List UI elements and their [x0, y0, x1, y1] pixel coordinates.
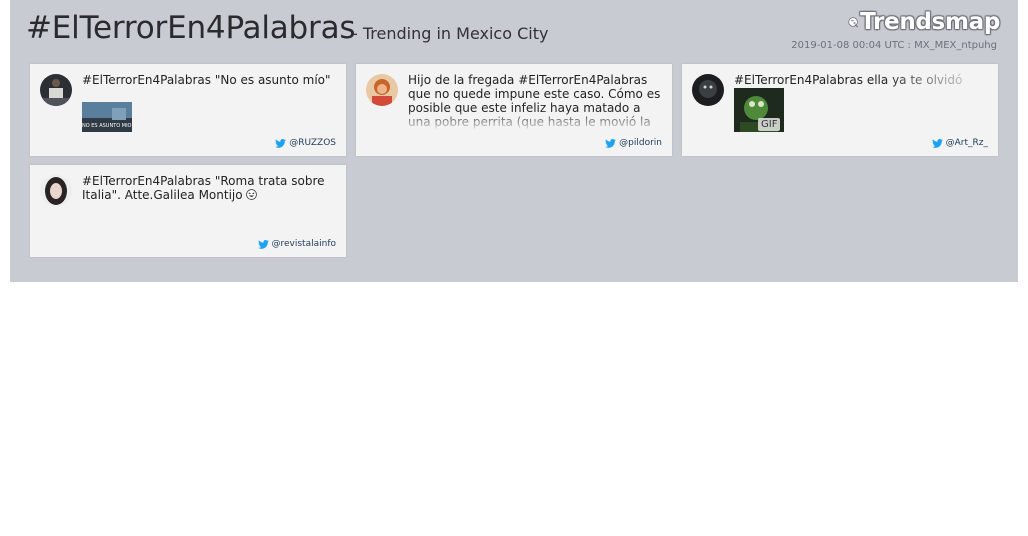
- avatar[interactable]: [40, 175, 72, 207]
- twitter-bird-icon: [931, 138, 943, 148]
- trend-subtitle: - Trending in Mexico City: [352, 24, 549, 43]
- tweet-card[interactable]: Hijo de la fregada #ElTerrorEn4Palabras …: [356, 64, 672, 156]
- tweet-card[interactable]: #ElTerrorEn4Palabras "No es asunto mío" …: [30, 64, 346, 156]
- avatar[interactable]: [692, 74, 724, 106]
- tweet-gif-thumbnail[interactable]: GIF: [734, 88, 784, 132]
- avatar[interactable]: [40, 74, 72, 106]
- tweet-author-link[interactable]: @pildorin: [605, 138, 662, 148]
- tweet-text: #ElTerrorEn4Palabras "Roma trata sobre I…: [82, 174, 338, 202]
- tweet-image-thumbnail[interactable]: NO ES ASUNTO MÍO: [82, 102, 132, 132]
- trend-title[interactable]: #ElTerrorEn4Palabras: [26, 10, 356, 46]
- tweet-text-body: #ElTerrorEn4Palabras "Roma trata sobre I…: [82, 174, 325, 202]
- text-fade: [408, 110, 664, 132]
- tweet-card[interactable]: #ElTerrorEn4Palabras "Roma trata sobre I…: [30, 165, 346, 257]
- tweet-handle: @Art_Rz_: [945, 138, 988, 148]
- trendsmap-globe-icon: [848, 17, 858, 28]
- tweet-text: #ElTerrorEn4Palabras "No es asunto mío": [82, 73, 331, 87]
- tweet-author-link[interactable]: @revistalainfo: [257, 239, 337, 249]
- avatar[interactable]: [366, 74, 398, 106]
- grinning-squinting-face-icon: [246, 189, 258, 200]
- tweet-handle: @revistalainfo: [271, 239, 337, 249]
- gif-badge: GIF: [758, 118, 781, 131]
- tweet-card[interactable]: #ElTerrorEn4Palabras ella ya te olvidó G…: [682, 64, 998, 156]
- twitter-bird-icon: [257, 239, 269, 249]
- tweet-image-caption: NO ES ASUNTO MÍO: [82, 123, 132, 129]
- twitter-bird-icon: [605, 138, 617, 148]
- tweet-author-link[interactable]: @RUZZOS: [275, 138, 336, 148]
- twitter-bird-icon: [275, 138, 287, 148]
- text-fade: [882, 71, 990, 87]
- tweet-author-link[interactable]: @Art_Rz_: [931, 138, 988, 148]
- trend-panel: #ElTerrorEn4Palabras - Trending in Mexic…: [10, 0, 1018, 282]
- trend-meta: 2019-01-08 00:04 UTC : MX_MEX_ntpuhg: [791, 40, 997, 51]
- trendsmap-logo-text: Trendsmap: [860, 9, 1000, 35]
- tweet-handle: @RUZZOS: [289, 138, 336, 148]
- tweet-handle: @pildorin: [619, 138, 662, 148]
- trendsmap-logo[interactable]: Trendsmap: [848, 6, 1000, 38]
